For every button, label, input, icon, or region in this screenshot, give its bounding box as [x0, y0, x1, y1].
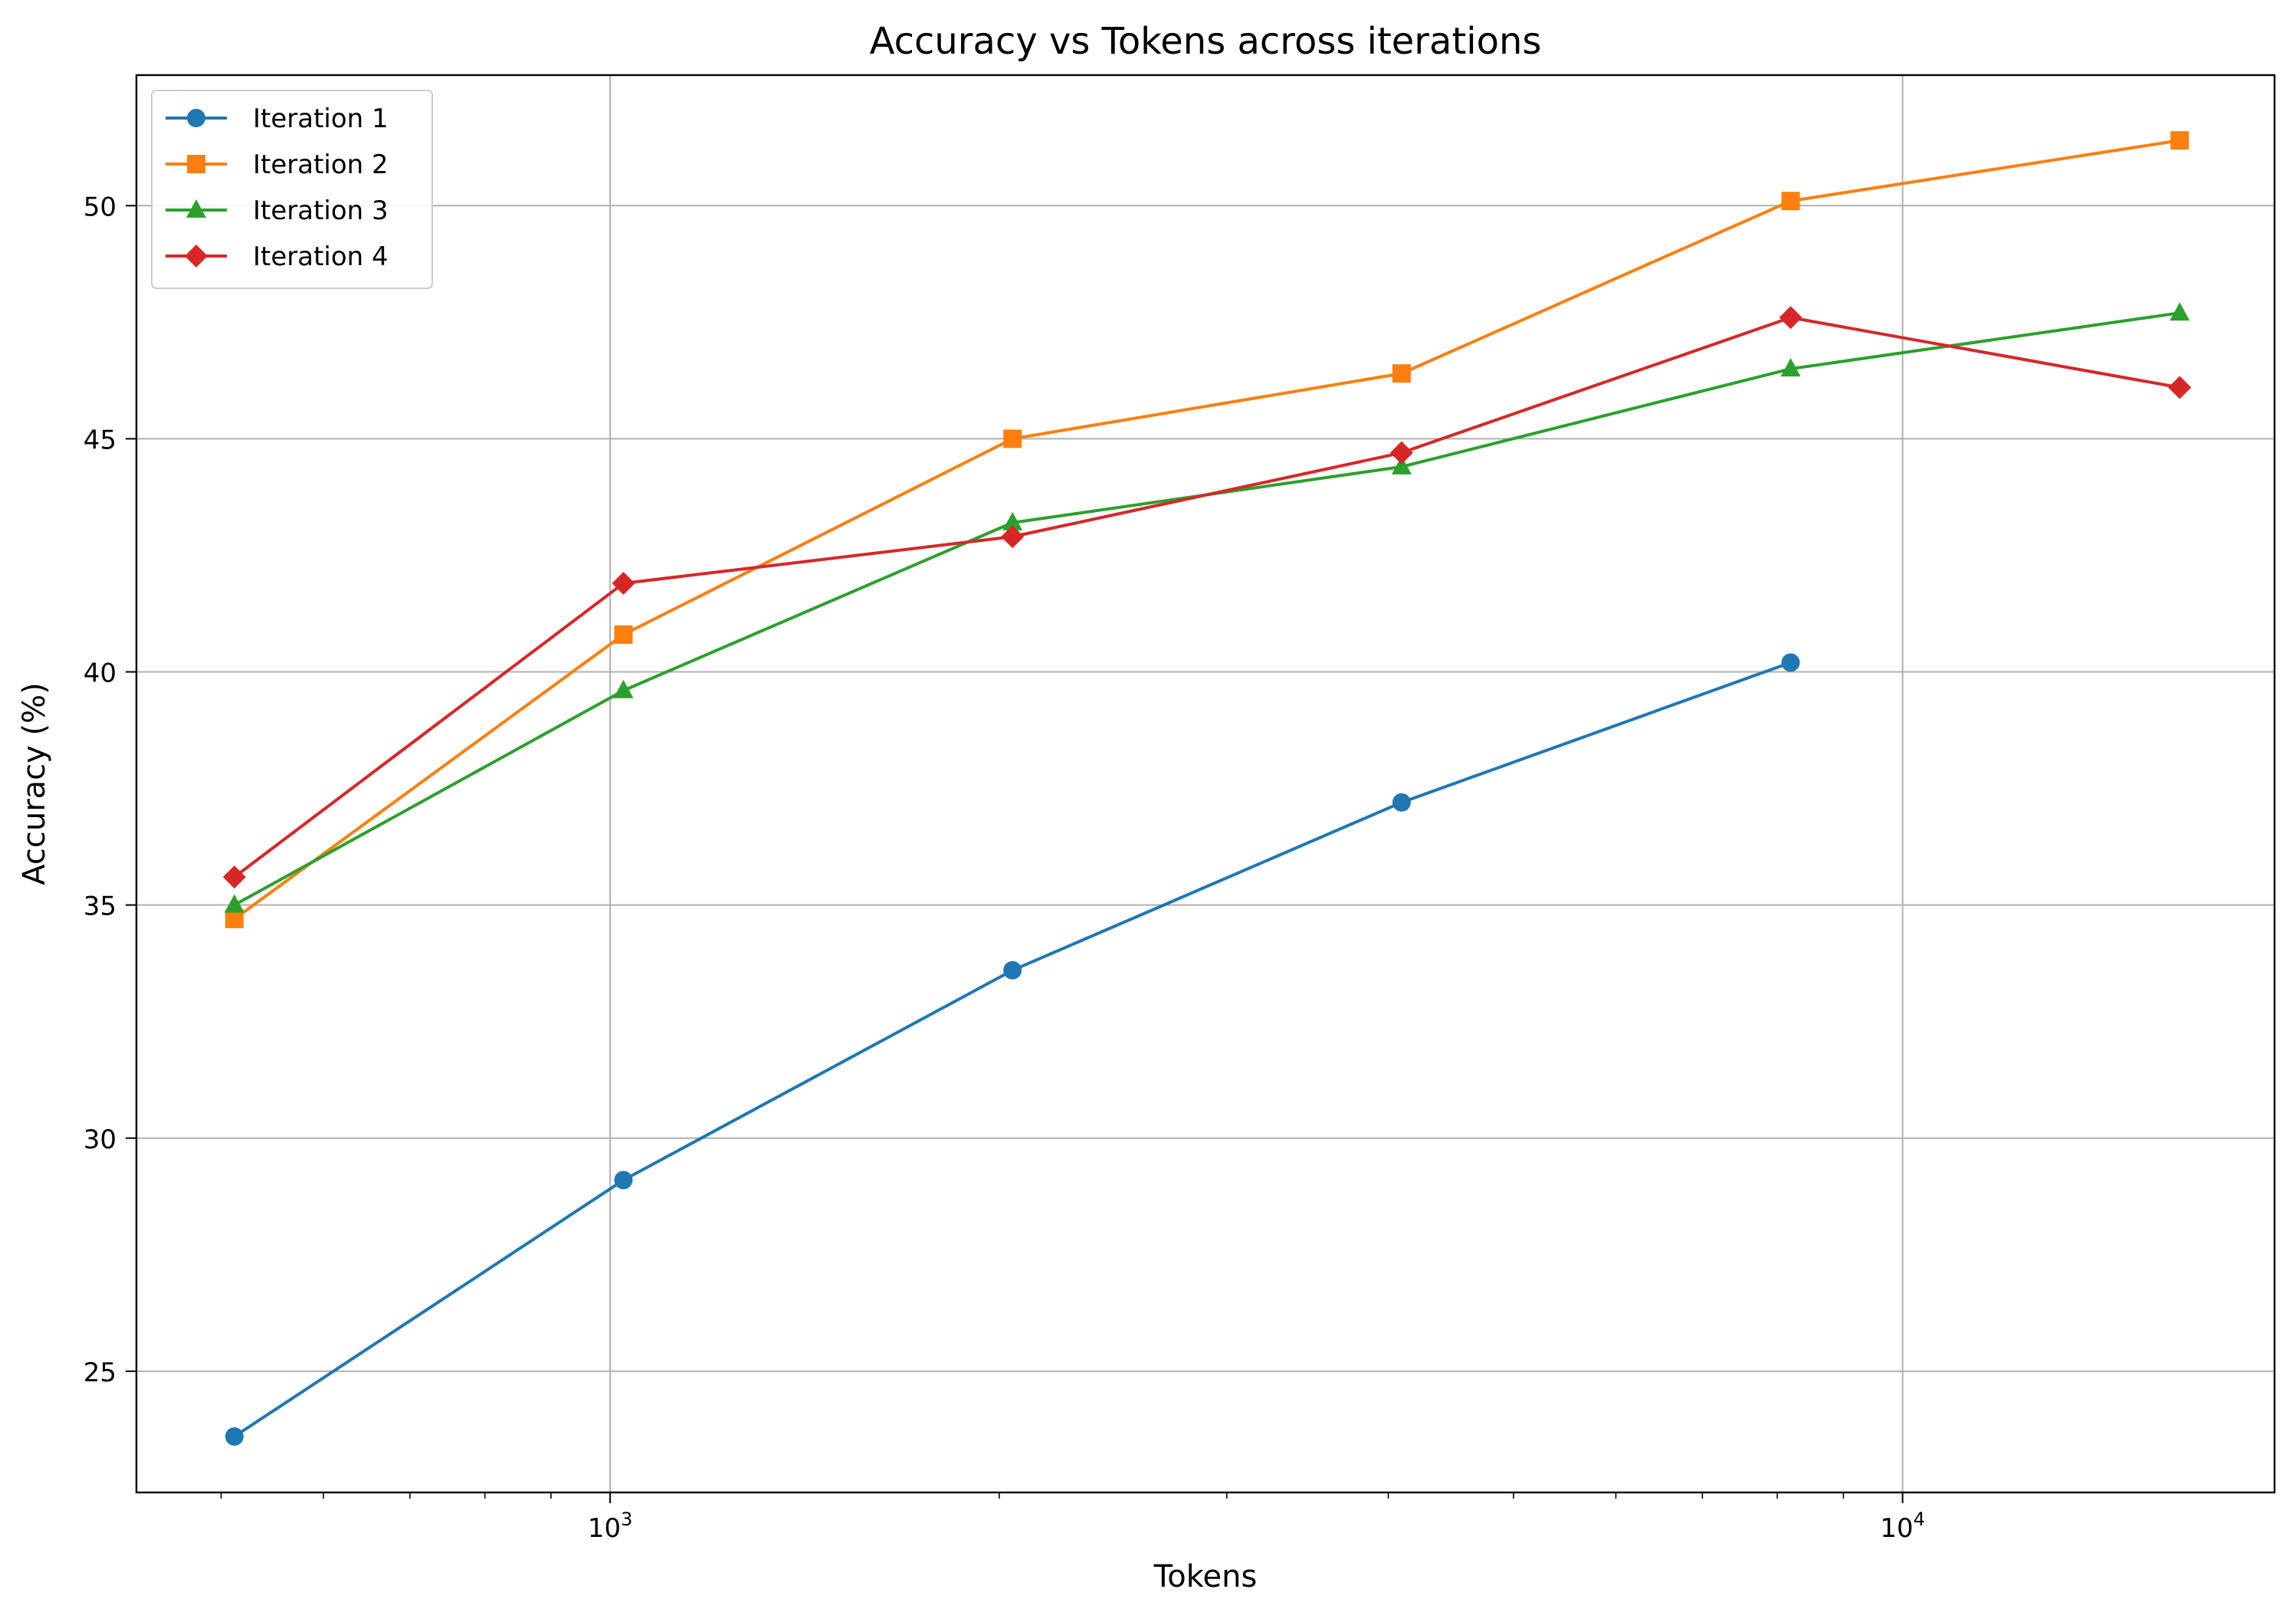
- legend-label: Iteration 1: [253, 103, 389, 134]
- series-2: [225, 131, 2189, 928]
- axis-ticks: 25 30 35 40 45 50 103 104: [84, 192, 1925, 1544]
- series-layer: [222, 131, 2192, 1446]
- legend-frame: [151, 90, 433, 289]
- legend-item: Iteration 3: [166, 195, 389, 226]
- series-line: [233, 139, 2180, 921]
- y-tick-label: 35: [84, 891, 116, 922]
- legend-label: Iteration 3: [253, 195, 389, 226]
- data-point: [1003, 429, 1022, 448]
- y-axis-label: Accuracy (%): [17, 682, 52, 885]
- y-tick-label: 50: [84, 192, 116, 222]
- data-point: [1781, 653, 1800, 672]
- data-point: [1392, 793, 1411, 812]
- legend-marker: [187, 109, 205, 127]
- legend-label: Iteration 2: [253, 149, 389, 180]
- legend-marker: [186, 199, 206, 218]
- series-1: [225, 653, 1800, 1446]
- data-point: [612, 571, 635, 595]
- y-tick-label: 40: [84, 658, 116, 689]
- data-point: [2170, 131, 2189, 150]
- data-point: [614, 1171, 633, 1190]
- legend-label: Iteration 4: [253, 241, 389, 272]
- legend-marker: [187, 155, 205, 173]
- data-point: [1389, 441, 1413, 465]
- x-tick-label: 103: [588, 1509, 633, 1544]
- chart-title: Accuracy vs Tokens across iterations: [870, 20, 1542, 63]
- legend-item: Iteration 1: [166, 103, 389, 134]
- legend: Iteration 1 Iteration 2 Iteration 3 Iterati…: [151, 90, 433, 289]
- series-line: [233, 316, 2180, 878]
- legend-item: Iteration 4: [166, 241, 389, 272]
- plot-frame: [135, 74, 2276, 1494]
- data-point: [1392, 364, 1411, 383]
- y-tick-label: 30: [84, 1125, 116, 1155]
- data-point: [225, 1427, 244, 1446]
- data-point: [2168, 376, 2192, 399]
- data-point: [1003, 960, 1022, 980]
- series-4: [222, 306, 2192, 889]
- grid: [136, 75, 2275, 1492]
- y-tick-label: 25: [84, 1358, 116, 1388]
- data-point: [614, 625, 633, 644]
- data-point: [1391, 455, 1412, 474]
- data-point: [224, 894, 244, 913]
- y-tick-label: 45: [84, 425, 116, 455]
- data-point: [613, 679, 634, 698]
- data-point: [1001, 525, 1025, 549]
- data-point: [1780, 358, 1801, 377]
- x-tick-label: 104: [1880, 1509, 1925, 1544]
- data-point: [2170, 302, 2190, 321]
- data-point: [1781, 192, 1800, 211]
- data-point: [222, 865, 246, 889]
- legend-item: Iteration 2: [166, 149, 389, 180]
- data-point: [225, 909, 244, 928]
- x-axis-label: Tokens: [1153, 1559, 1258, 1594]
- data-point: [1779, 306, 1802, 330]
- legend-marker: [185, 245, 208, 268]
- data-point: [1002, 511, 1023, 530]
